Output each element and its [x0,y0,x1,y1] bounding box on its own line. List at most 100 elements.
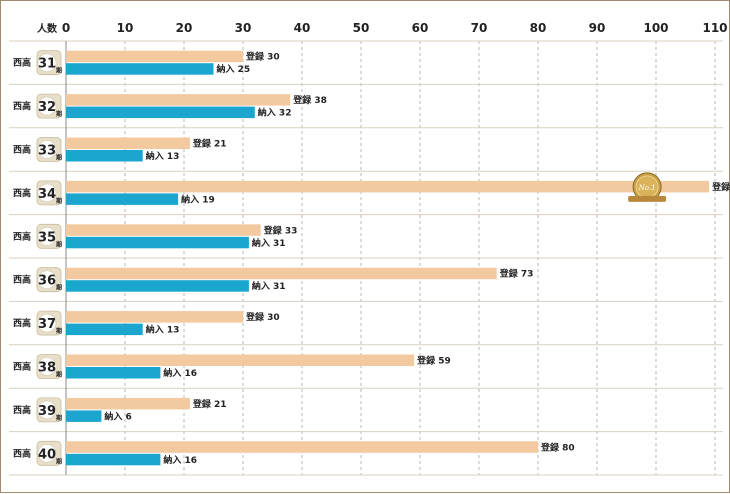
bar-paid [66,367,161,379]
row-prefix-label: 西高 [13,317,31,329]
x-tick-label: 30 [235,21,252,35]
bar-label-registered: 登録 33 [263,224,298,236]
bar-label-paid: 納入 16 [163,454,197,466]
row-labels: 西高 31 期西高 32 期西高 33 期西高 34 期西高 35 期西高 36 期西高 37 期西高 38 期… [13,50,62,466]
bar-label-paid: 納入 32 [258,107,292,119]
bar-label-registered: 登録 80 [540,441,575,453]
row-prefix-label: 西高 [13,144,31,156]
period-number: 38 [38,361,56,376]
bar-paid [66,63,214,75]
bar-registered [66,311,243,323]
period-number: 31 [38,57,56,72]
period-badge-circle [37,313,57,333]
period-badge-circle [37,227,57,246]
x-tick-labels: 0 10 20 30 40 50 60 70 80 90 100 110 [62,21,728,35]
bar-registered [66,180,710,193]
period-badge-circle [37,183,57,203]
bar-paid [66,106,255,119]
bar-registered [66,50,243,63]
row-prefix-label: 西高 [13,100,31,112]
bar-label-registered: 登録 30 [245,51,280,63]
bar-label-registered: 登録 21 [192,398,227,410]
period-suffix: 期 [55,67,62,75]
period-badge-circle [37,443,57,463]
bar-label-paid: 納入 6 [104,410,131,422]
bar-label-registered: 登録 30 [245,311,280,323]
bar-label-paid: 納入 25 [217,63,251,75]
bar-label-registered: 登録 109 [711,181,730,193]
period-suffix: 期 [55,197,62,205]
x-tick-label: 110 [702,21,727,35]
bar-label-paid: 納入 13 [146,324,180,336]
period-number: 32 [38,100,56,115]
bar-label-paid: 納入 31 [252,280,286,292]
period-suffix: 期 [55,457,62,465]
period-suffix: 期 [55,414,62,422]
period-number: 35 [38,230,56,245]
x-tick-label: 90 [589,21,606,35]
period-suffix: 期 [55,371,62,379]
bar-label-paid: 納入 31 [252,237,286,249]
bar-registered [66,137,190,149]
period-number: 33 [38,144,56,159]
bar-paid [66,410,102,422]
x-tick-label: 10 [117,21,134,35]
row-prefix-label: 西高 [13,447,31,459]
row-prefix-label: 西高 [13,230,31,242]
row-prefix-label: 西高 [13,404,31,416]
period-number: 36 [38,274,56,289]
x-tick-label: 100 [643,21,668,35]
medal-ribbon [628,195,667,202]
bar-paid [66,193,179,205]
period-badge-circle [37,357,57,376]
medal-text: No.1 [638,184,656,192]
bar-label-paid: 納入 19 [181,193,215,205]
bar-registered [66,94,291,106]
x-tick-label: 20 [176,21,193,35]
bar-paid [66,280,249,292]
bar-paid [66,453,161,466]
period-badge-circle [37,96,57,116]
row-prefix-label: 西高 [13,57,31,69]
bar-label-paid: 納入 16 [163,367,197,379]
period-number: 34 [38,187,56,202]
bar-registered [66,441,538,453]
period-suffix: 期 [55,110,62,118]
bar-label-registered: 登録 38 [292,94,327,106]
period-number: 37 [38,317,56,332]
bar-registered [66,354,415,366]
bar-label-paid: 納入 13 [146,150,180,162]
x-tick-label: 60 [412,21,429,35]
x-tick-label: 0 [62,21,70,35]
bar-paid [66,236,249,249]
period-number: 39 [38,404,56,419]
bar-registered [66,397,190,410]
bar-paid [66,323,143,336]
bar-label-registered: 登録 21 [192,138,227,150]
row-prefix-label: 西高 [13,274,31,286]
period-suffix: 期 [55,327,62,335]
row-prefix-label: 西高 [13,361,31,373]
x-tick-label: 80 [530,21,547,35]
period-badge-circle [37,140,57,159]
bar-registered [66,224,261,236]
gold-medal-icon: No.1 [628,172,667,202]
x-tick-label: 40 [294,21,311,35]
period-badge-circle [37,400,57,420]
period-suffix: 期 [55,284,62,292]
period-badge-circle [37,53,57,73]
bar-paid [66,150,143,162]
x-tick-label: 70 [471,21,488,35]
period-badge-circle [37,270,57,290]
grid-lines [9,40,723,476]
bar-label-registered: 登録 73 [499,268,534,280]
bar-registered [66,267,497,280]
period-number: 40 [38,447,56,462]
x-tick-label: 50 [353,21,370,35]
row-prefix-label: 西高 [13,187,31,199]
period-suffix: 期 [55,154,62,162]
period-suffix: 期 [55,240,62,248]
bar-label-registered: 登録 59 [416,355,451,367]
